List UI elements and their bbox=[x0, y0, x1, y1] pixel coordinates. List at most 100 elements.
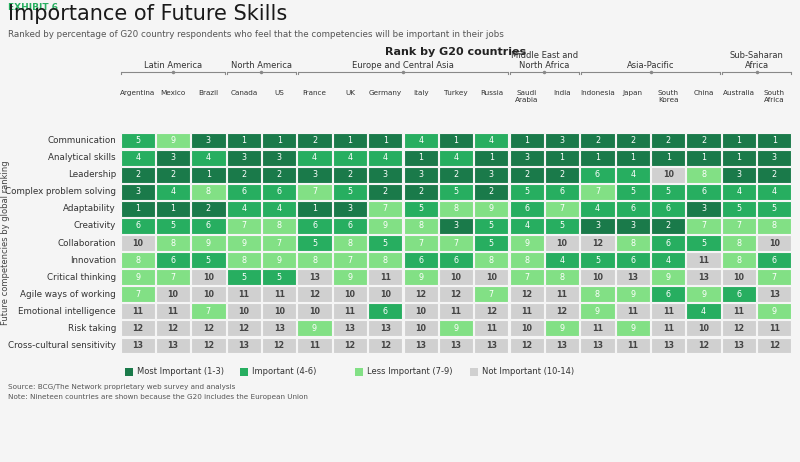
Text: 8: 8 bbox=[524, 255, 530, 265]
Bar bbox=[191, 269, 226, 285]
Bar bbox=[722, 269, 756, 285]
Text: 1: 1 bbox=[135, 204, 140, 213]
Bar bbox=[686, 167, 721, 182]
Text: 13: 13 bbox=[486, 341, 497, 350]
Text: 10: 10 bbox=[415, 307, 426, 316]
Text: 1: 1 bbox=[630, 153, 635, 162]
Bar bbox=[262, 321, 296, 336]
Bar bbox=[545, 133, 579, 148]
Text: 9: 9 bbox=[630, 324, 635, 333]
Text: 1: 1 bbox=[666, 153, 670, 162]
Bar bbox=[403, 133, 438, 148]
Bar bbox=[403, 201, 438, 217]
Bar bbox=[580, 286, 614, 302]
Bar bbox=[191, 184, 226, 200]
Text: 10: 10 bbox=[486, 273, 497, 282]
Bar bbox=[722, 201, 756, 217]
Bar bbox=[226, 167, 261, 182]
Bar bbox=[686, 235, 721, 251]
Bar bbox=[333, 269, 367, 285]
Text: 9: 9 bbox=[277, 255, 282, 265]
Text: 11: 11 bbox=[769, 324, 780, 333]
Bar bbox=[651, 167, 686, 182]
Text: 3: 3 bbox=[277, 153, 282, 162]
Text: 10: 10 bbox=[557, 238, 568, 248]
Text: 12: 12 bbox=[132, 324, 143, 333]
Text: Mexico: Mexico bbox=[161, 90, 186, 96]
Bar bbox=[262, 338, 296, 353]
Text: 4: 4 bbox=[666, 255, 670, 265]
Text: 2: 2 bbox=[701, 136, 706, 145]
Text: Communication: Communication bbox=[47, 136, 116, 145]
Bar bbox=[474, 167, 509, 182]
Bar bbox=[474, 338, 509, 353]
Text: 11: 11 bbox=[734, 307, 745, 316]
Text: 5: 5 bbox=[382, 238, 388, 248]
Text: 4: 4 bbox=[489, 136, 494, 145]
Text: 8: 8 bbox=[595, 290, 600, 299]
Text: 5: 5 bbox=[666, 187, 670, 196]
Text: 9: 9 bbox=[312, 324, 317, 333]
Bar bbox=[298, 150, 332, 165]
Text: 12: 12 bbox=[238, 324, 250, 333]
Bar bbox=[474, 252, 509, 268]
Text: 3: 3 bbox=[560, 136, 565, 145]
Bar bbox=[686, 304, 721, 319]
Bar bbox=[298, 252, 332, 268]
Bar bbox=[722, 167, 756, 182]
Text: 7: 7 bbox=[489, 290, 494, 299]
Bar bbox=[616, 133, 650, 148]
Text: 10: 10 bbox=[203, 290, 214, 299]
Bar bbox=[474, 304, 509, 319]
Text: 13: 13 bbox=[769, 290, 780, 299]
Text: 1: 1 bbox=[489, 153, 494, 162]
Bar bbox=[368, 321, 402, 336]
Text: 9: 9 bbox=[382, 221, 388, 231]
Bar bbox=[651, 304, 686, 319]
Bar bbox=[262, 201, 296, 217]
Text: 12: 12 bbox=[415, 290, 426, 299]
Text: 8: 8 bbox=[489, 255, 494, 265]
Text: North America: North America bbox=[231, 61, 292, 70]
Bar bbox=[403, 235, 438, 251]
Bar bbox=[368, 304, 402, 319]
Bar bbox=[333, 201, 367, 217]
Text: 6: 6 bbox=[170, 255, 175, 265]
Bar bbox=[510, 321, 544, 336]
Bar bbox=[191, 338, 226, 353]
Bar bbox=[156, 304, 190, 319]
Text: 11: 11 bbox=[522, 307, 532, 316]
Bar bbox=[226, 235, 261, 251]
Bar bbox=[758, 269, 791, 285]
Text: 1: 1 bbox=[242, 136, 246, 145]
Bar bbox=[403, 167, 438, 182]
Bar bbox=[474, 321, 509, 336]
Text: 9: 9 bbox=[701, 290, 706, 299]
Text: Innovation: Innovation bbox=[70, 255, 116, 265]
Text: 5: 5 bbox=[312, 238, 317, 248]
Bar bbox=[722, 235, 756, 251]
Bar bbox=[368, 286, 402, 302]
Text: 13: 13 bbox=[344, 324, 355, 333]
Bar bbox=[262, 235, 296, 251]
Text: 4: 4 bbox=[242, 204, 246, 213]
Text: Turkey: Turkey bbox=[444, 90, 468, 96]
Bar bbox=[651, 133, 686, 148]
Text: Importance of Future Skills: Importance of Future Skills bbox=[8, 4, 287, 24]
Bar bbox=[510, 150, 544, 165]
Text: Emotional intelligence: Emotional intelligence bbox=[18, 307, 116, 316]
Text: 5: 5 bbox=[347, 187, 353, 196]
Bar bbox=[722, 338, 756, 353]
Text: Adaptability: Adaptability bbox=[63, 204, 116, 213]
Bar bbox=[439, 201, 473, 217]
Bar bbox=[510, 184, 544, 200]
Text: 5: 5 bbox=[630, 187, 635, 196]
Bar bbox=[262, 150, 296, 165]
Text: Critical thinking: Critical thinking bbox=[47, 273, 116, 282]
Text: 8: 8 bbox=[454, 204, 458, 213]
Text: 12: 12 bbox=[557, 307, 568, 316]
Bar bbox=[226, 133, 261, 148]
Bar bbox=[758, 252, 791, 268]
Text: 9: 9 bbox=[772, 307, 777, 316]
Text: Note: Nineteen countries are shown because the G20 includes the European Union: Note: Nineteen countries are shown becau… bbox=[8, 394, 308, 400]
